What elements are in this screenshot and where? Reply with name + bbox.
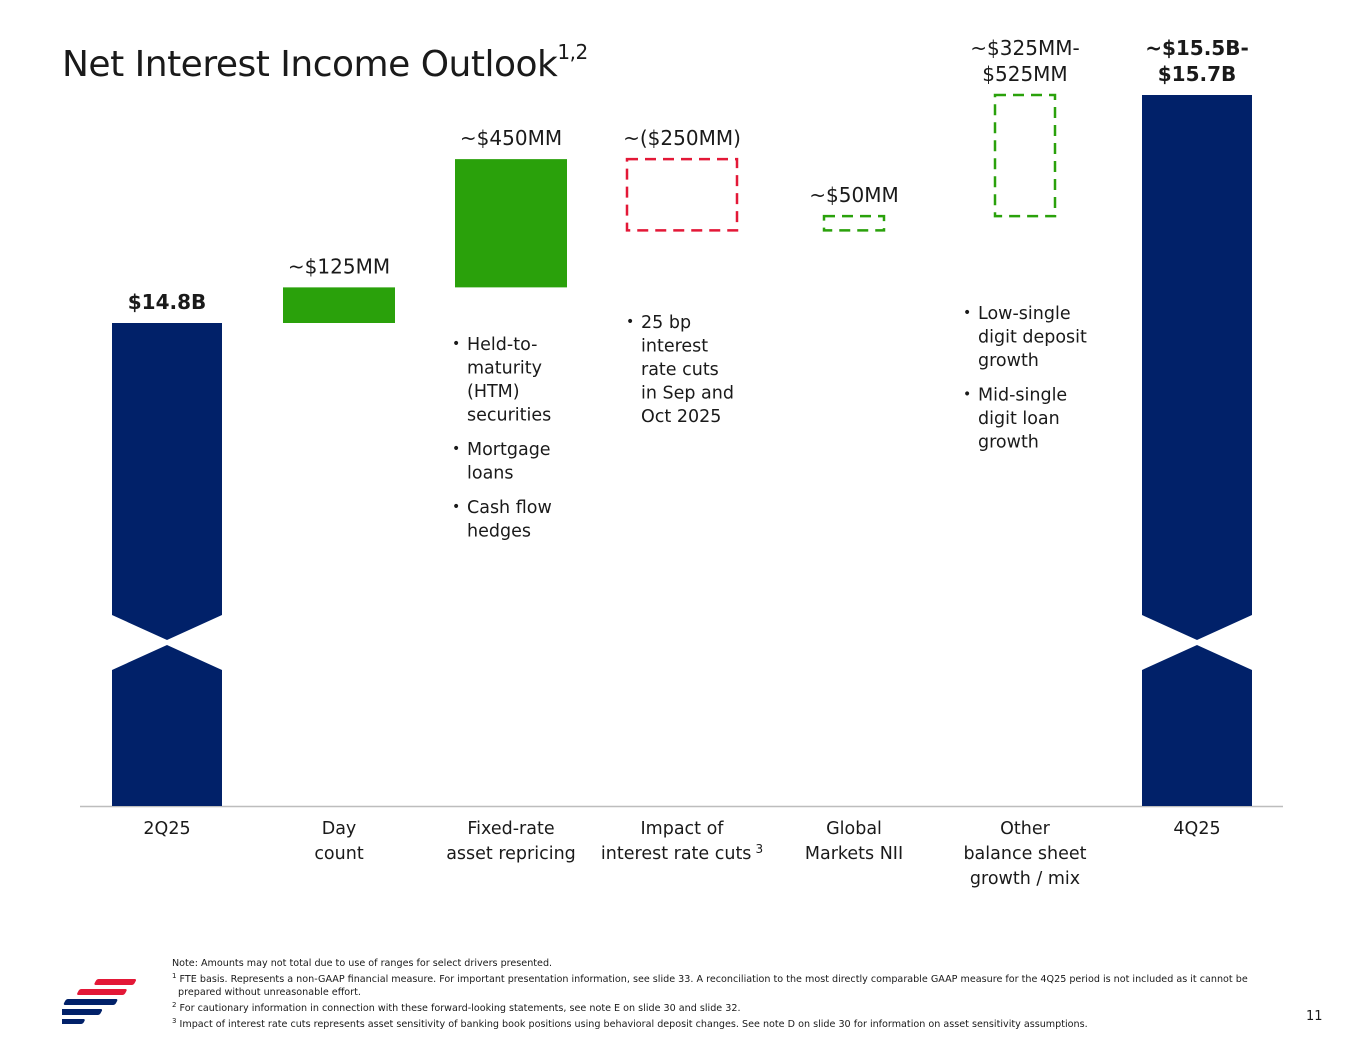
- page-title: Net Interest Income Outlook1,2: [62, 40, 588, 85]
- bank-flag-logo-icon: [62, 979, 137, 1024]
- bullet-dot-fixed-rate-1: •: [452, 336, 460, 352]
- bullet-text-other-1-1: Low-single: [978, 304, 1071, 324]
- footnote-1-text: FTE basis. Represents a non-GAAP financi…: [178, 974, 1248, 999]
- category-label-day-count-2: count: [314, 844, 364, 864]
- waterfall-chart: $14.8B ~$125MM ~$450MM • Held-to-maturity (HT…: [80, 36, 1283, 889]
- bullet-text-fixed-rate-3-2: hedges: [467, 522, 531, 542]
- bullet-text-fixed-rate-1-4: securities: [467, 406, 551, 426]
- footnote-1: 1 FTE basis. Represents a non-GAAP finan…: [172, 970, 1292, 999]
- value-label-rate-cuts: ~($250MM): [623, 126, 741, 150]
- bullet-text-other-1-2: digit deposit: [978, 328, 1087, 348]
- value-label-day-count: ~$125MM: [288, 254, 390, 278]
- footnote-2-num: 2: [172, 1001, 177, 1010]
- bar-rate-cuts: [625, 157, 739, 232]
- page-number: 11: [1306, 1009, 1323, 1024]
- category-label-day-count-1: Day: [322, 819, 357, 839]
- bar-4q25: [1142, 95, 1252, 806]
- bullet-text-rate-cuts-1-1: 25 bp: [641, 313, 691, 333]
- footnote-3: 3 Impact of interest rate cuts represent…: [172, 1015, 1292, 1031]
- bullet-dot-rate-cuts-1: •: [626, 314, 634, 330]
- category-label-other-2: balance sheet: [963, 844, 1086, 864]
- value-label-fixed-rate: ~$450MM: [460, 126, 562, 150]
- bullet-dot-other-1: •: [963, 305, 971, 321]
- bullet-text-rate-cuts-1-3: rate cuts: [641, 360, 719, 380]
- page-title-text: Net Interest Income Outlook: [62, 44, 558, 85]
- bar-other: [993, 93, 1057, 218]
- value-label-other-2: $525MM: [982, 62, 1067, 86]
- bullet-dot-other-2: •: [963, 387, 971, 403]
- footnotes: Note: Amounts may not total due to use o…: [172, 957, 1292, 1032]
- bullet-text-fixed-rate-2-2: loans: [467, 464, 514, 484]
- value-label-2q25: $14.8B: [128, 290, 207, 314]
- category-label-global-markets-1: Global: [826, 819, 882, 839]
- bullet-text-other-2-1: Mid-single: [978, 386, 1067, 406]
- category-superscript-rate-cuts: 3: [755, 842, 763, 856]
- bar-fixed-rate: [455, 159, 567, 288]
- value-label-other-1: ~$325MM-: [970, 36, 1079, 60]
- bullet-text-fixed-rate-1-1: Held-to-: [467, 335, 537, 355]
- bullet-text-fixed-rate-1-3: (HTM): [467, 382, 520, 402]
- bullet-text-rate-cuts-1-5: Oct 2025: [641, 407, 721, 427]
- bullet-dot-fixed-rate-3: •: [452, 499, 460, 515]
- value-label-global-markets: ~$50MM: [809, 183, 898, 207]
- bullet-text-fixed-rate-1-2: maturity: [467, 359, 542, 379]
- category-label-rate-cuts-1: Impact of: [641, 819, 725, 839]
- category-label-fixed-rate-1: Fixed-rate: [467, 819, 554, 839]
- bullet-text-fixed-rate-3-1: Cash flow: [467, 498, 552, 518]
- bullet-text-fixed-rate-2-1: Mortgage: [467, 440, 551, 460]
- page-title-superscript: 1,2: [557, 40, 588, 64]
- bullet-dot-fixed-rate-2: •: [452, 441, 460, 457]
- note-intro: Note: Amounts may not total due to use o…: [172, 958, 553, 969]
- category-label-other-1: Other: [1000, 819, 1050, 839]
- footnote-1-num: 1: [172, 972, 177, 980]
- footnote-3-num: 3: [172, 1017, 177, 1026]
- category-label-fixed-rate-2: asset repricing: [446, 844, 576, 864]
- value-label-4q25-2: $15.7B: [1158, 62, 1237, 86]
- footnote-2: 2 For cautionary information in connecti…: [172, 999, 1292, 1015]
- bullet-text-other-2-3: growth: [978, 433, 1039, 453]
- bar-global-markets: [822, 214, 886, 232]
- bullet-text-rate-cuts-1-2: interest: [641, 337, 708, 357]
- bullet-text-other-2-2: digit loan: [978, 409, 1060, 429]
- bar-day-count: [283, 287, 395, 323]
- category-label-rate-cuts-2: interest rate cuts 3: [601, 842, 763, 864]
- bullet-text-other-1-3: growth: [978, 351, 1039, 371]
- bullet-text-rate-cuts-1-4: in Sep and: [641, 384, 734, 404]
- footnote-2-text: For cautionary information in connection…: [179, 1003, 741, 1015]
- category-label-4q25: 4Q25: [1173, 819, 1220, 839]
- footnote-3-text: Impact of interest rate cuts represents …: [179, 1019, 1088, 1031]
- value-label-4q25-1: ~$15.5B-: [1145, 36, 1249, 60]
- bar-2q25: [112, 323, 222, 806]
- category-label-global-markets-2: Markets NII: [805, 844, 903, 864]
- category-label-2q25: 2Q25: [143, 819, 190, 839]
- category-label-other-3: growth / mix: [970, 869, 1080, 889]
